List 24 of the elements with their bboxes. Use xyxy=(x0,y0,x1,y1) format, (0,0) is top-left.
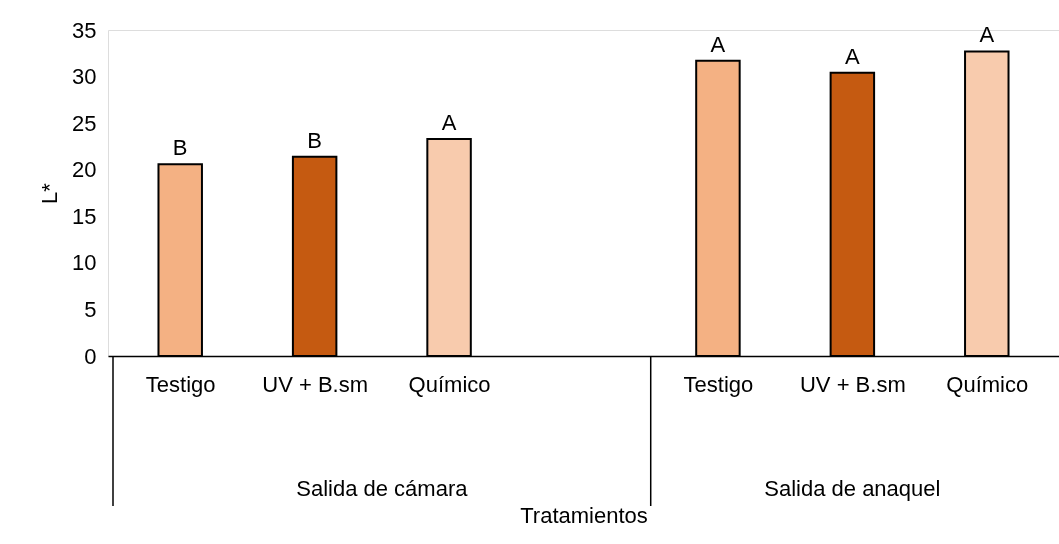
x-tick-label: UV + B.sm xyxy=(799,371,906,397)
data-label: A xyxy=(845,43,861,69)
y-tick-label: 25 xyxy=(72,110,97,136)
text: Salida de anaquel xyxy=(764,476,941,501)
data-label: A xyxy=(441,109,457,135)
data-label: B xyxy=(172,135,188,161)
x-tick-label: Testigo xyxy=(145,371,216,397)
x-tick-label: Químico xyxy=(408,371,491,397)
y-tick-label: 20 xyxy=(72,157,97,183)
y-tick-label: 0 xyxy=(84,343,97,369)
y-tick-label: 30 xyxy=(72,64,97,90)
y-axis-title: L* xyxy=(37,182,63,204)
x-tick-label: UV + B.sm xyxy=(262,371,369,397)
x-tick-label: Testigo xyxy=(683,371,754,397)
y-tick-label: 5 xyxy=(84,296,97,322)
y-tick-label: 15 xyxy=(72,203,97,229)
data-label: A xyxy=(710,31,726,57)
x-tick-label: Químico xyxy=(946,371,1029,397)
text: Salida de cámara xyxy=(296,476,469,501)
x-axis-title: Tratamientos xyxy=(520,502,648,528)
data-label: B xyxy=(307,127,322,153)
y-tick-label: 35 xyxy=(72,17,97,43)
y-tick-label: 10 xyxy=(72,250,97,276)
data-label: A xyxy=(979,22,995,48)
